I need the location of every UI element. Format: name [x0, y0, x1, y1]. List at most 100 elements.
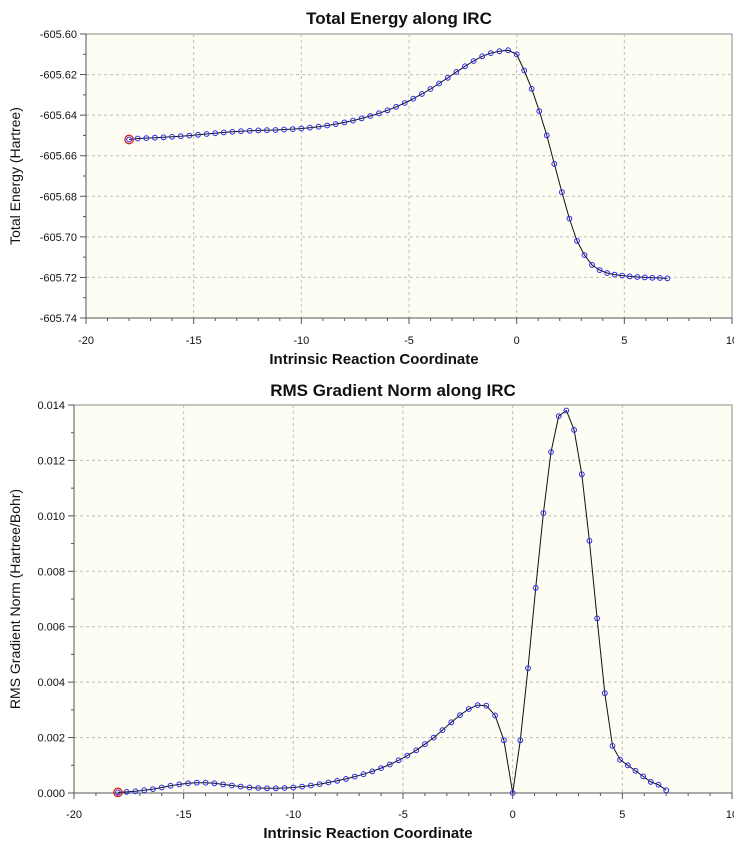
data-point — [384, 107, 391, 114]
data-point — [413, 747, 420, 754]
data-point — [185, 780, 192, 787]
data-point — [574, 238, 580, 244]
data-point — [255, 127, 262, 134]
data-point — [193, 779, 200, 786]
y-tick-label: 0.012 — [37, 455, 65, 467]
data-point — [422, 741, 428, 748]
data-point — [255, 785, 262, 791]
data-point — [657, 275, 663, 281]
data-point — [611, 271, 618, 278]
y-tick-label: -605.70 — [40, 232, 77, 244]
data-point — [308, 782, 314, 789]
data-point — [316, 781, 323, 787]
data-point — [315, 123, 322, 130]
data-point — [132, 788, 139, 795]
data-point — [649, 274, 656, 281]
data-point — [601, 690, 608, 697]
data-point — [298, 125, 305, 132]
x-tick-label: -5 — [398, 809, 408, 821]
data-point — [536, 108, 543, 114]
x-tick-label: -20 — [78, 335, 94, 347]
data-point — [427, 86, 434, 92]
data-point — [360, 771, 367, 778]
data-point — [176, 781, 183, 788]
x-tick-label: -10 — [285, 809, 301, 821]
data-point — [483, 702, 490, 709]
data-point — [505, 47, 512, 54]
data-point — [395, 757, 402, 764]
data-point — [152, 134, 158, 141]
data-point — [479, 53, 486, 60]
data-point — [341, 119, 348, 126]
data-point — [586, 537, 593, 544]
data-point — [343, 776, 349, 782]
data-point — [324, 122, 331, 129]
y-tick-label: 0.000 — [37, 788, 65, 800]
data-point — [115, 789, 121, 796]
data-point — [186, 132, 193, 139]
data-point — [307, 124, 313, 131]
data-point — [470, 58, 477, 64]
start-point-marker — [124, 134, 134, 145]
data-point — [619, 272, 626, 279]
data-point — [571, 427, 577, 433]
data-point — [474, 702, 481, 708]
data-point — [169, 133, 176, 140]
data-point — [578, 471, 585, 478]
y-tick-label: -605.68 — [40, 191, 77, 203]
data-point — [272, 785, 279, 792]
data-point — [436, 80, 443, 87]
data-point — [203, 131, 210, 137]
data-point — [123, 789, 130, 795]
data-point — [525, 665, 531, 672]
data-point — [548, 449, 554, 456]
data-point — [246, 127, 253, 134]
data-point — [177, 133, 184, 140]
y-tick-label: 0.008 — [37, 566, 65, 578]
y-tick-label: 0.010 — [37, 511, 65, 523]
data-point — [532, 585, 539, 591]
data-point — [551, 160, 558, 167]
data-point — [290, 784, 297, 791]
data-point — [195, 131, 201, 138]
data-point — [581, 252, 588, 259]
data-point — [299, 783, 306, 790]
data-point — [664, 275, 671, 282]
data-point — [609, 743, 616, 749]
data-point — [410, 95, 417, 102]
data-point — [246, 784, 253, 791]
data-point — [462, 63, 468, 70]
data-point — [655, 781, 662, 788]
data-point — [501, 737, 507, 744]
data-point — [289, 126, 296, 133]
data-point — [430, 734, 437, 741]
data-point — [404, 752, 411, 759]
data-point — [487, 50, 494, 56]
data-point — [351, 773, 358, 780]
data-point — [439, 727, 446, 733]
x-axis-label: Intrinsic Reaction Coordinate — [269, 351, 478, 368]
data-point — [238, 128, 244, 135]
data-point — [444, 74, 451, 81]
data-point — [594, 615, 600, 622]
x-tick-label: 10 — [726, 809, 734, 821]
data-point — [202, 779, 209, 786]
x-tick-label: 0 — [510, 809, 516, 821]
data-point — [634, 274, 641, 280]
x-tick-label: -15 — [176, 809, 192, 821]
data-point — [626, 273, 633, 280]
data-point — [281, 785, 288, 791]
data-point — [555, 413, 562, 420]
data-point — [126, 136, 133, 143]
data-point — [543, 132, 550, 139]
data-point — [624, 762, 631, 769]
data-point — [376, 110, 382, 117]
y-axis-label: RMS Gradient Norm (Hartree/Bohr) — [7, 489, 23, 709]
data-point — [212, 130, 219, 137]
data-point — [220, 781, 227, 788]
chart-title: Total Energy along IRC — [306, 9, 492, 28]
data-point — [143, 135, 150, 142]
series-line — [117, 409, 667, 794]
data-point — [604, 270, 610, 276]
x-tick-label: -20 — [66, 809, 82, 821]
